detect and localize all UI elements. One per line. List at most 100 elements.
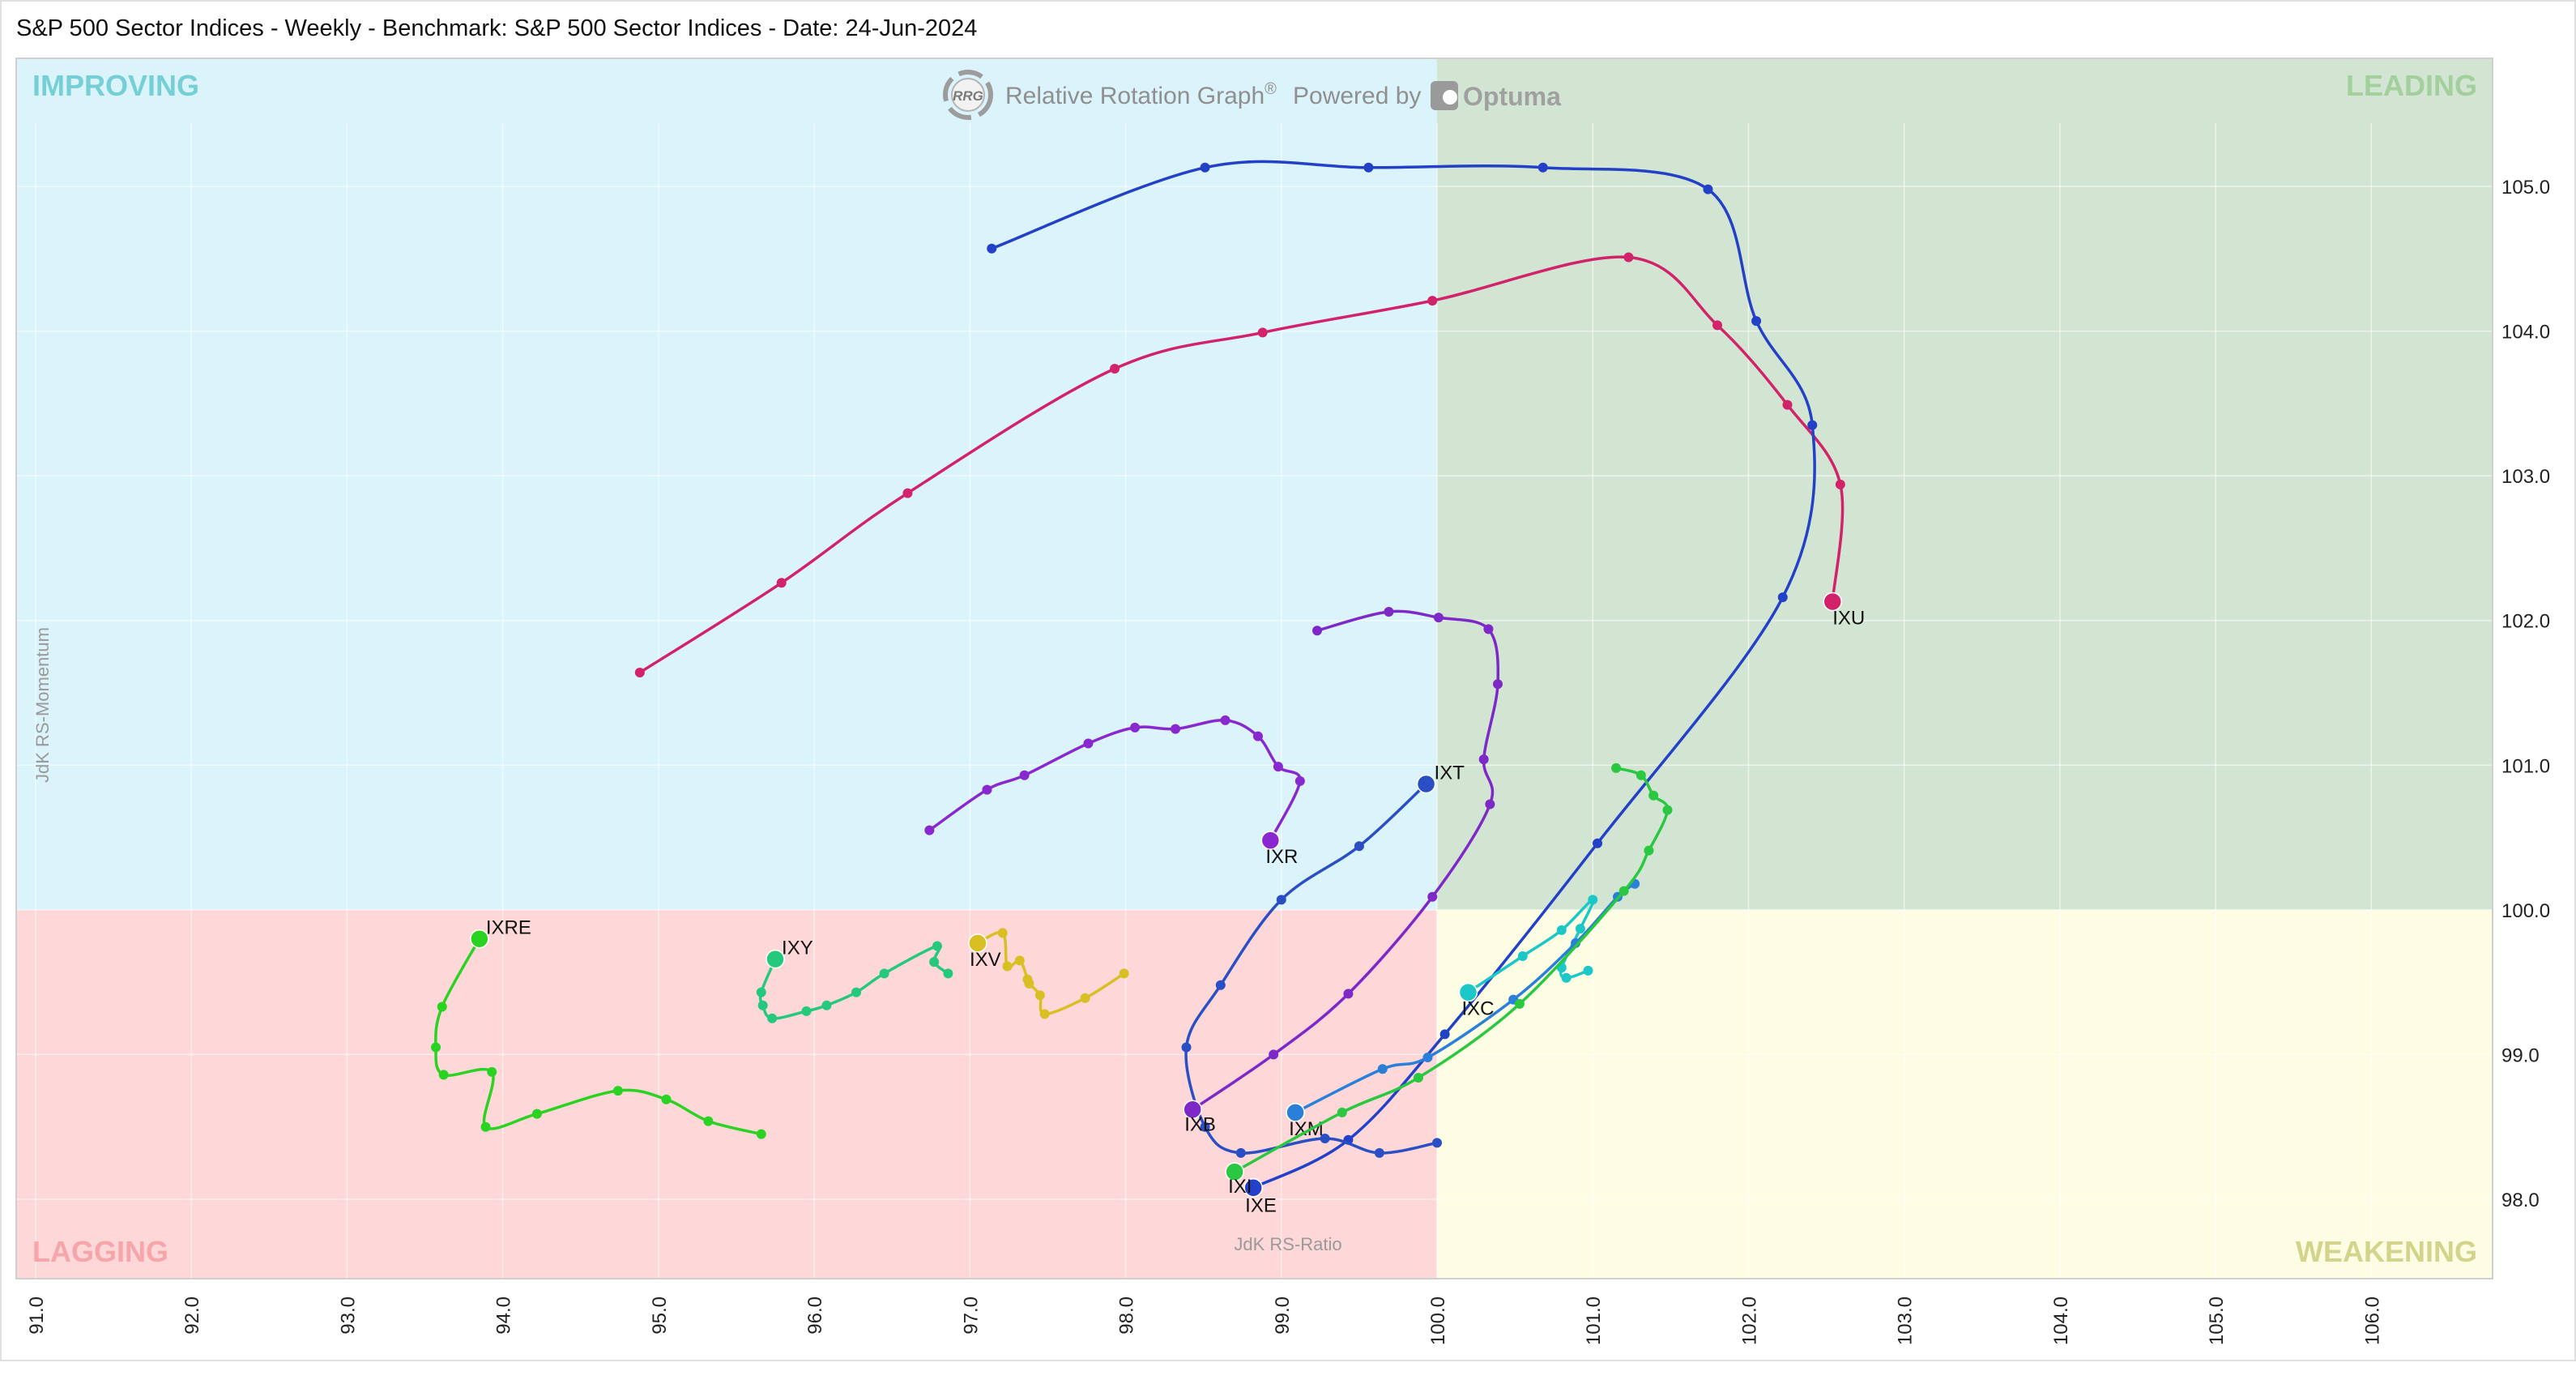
series-point (1130, 722, 1141, 733)
optuma-logo-icon (1431, 81, 1458, 110)
series-point (1636, 770, 1646, 780)
series-point (1320, 1134, 1330, 1143)
rrg-logo-icon: RRG (943, 70, 993, 120)
series-ixt[interactable]: IXT (1181, 762, 1465, 1158)
series-head-point[interactable] (766, 949, 785, 969)
quadrant-weakening (1437, 909, 2493, 1279)
series-head-point[interactable] (1260, 831, 1281, 850)
series-point (1611, 762, 1622, 773)
series-point (1200, 1121, 1210, 1132)
series-point (1422, 1053, 1433, 1062)
series-point (1439, 1029, 1450, 1040)
series-label: IXR (1265, 846, 1298, 868)
series-point (1514, 998, 1525, 1009)
series-point (1252, 731, 1263, 741)
series-label: IXU (1832, 608, 1865, 630)
y-axis-title: JdK RS-Momentum (32, 627, 53, 783)
quadrant-label-weakening: WEAKENING (2296, 1235, 2477, 1268)
series-head-point[interactable] (968, 933, 987, 953)
quadrant-lagging (16, 909, 1437, 1279)
series-point (1623, 252, 1634, 263)
series-point (1171, 724, 1181, 734)
x-tick-label: 98.0 (1116, 1296, 1138, 1335)
series-point (1556, 925, 1567, 935)
quadrant-backgrounds (16, 58, 2493, 1279)
series-point (1110, 364, 1120, 374)
series-point (438, 1070, 449, 1080)
x-axis-ticks: 91.0 92.0 93.0 94.0 95.0 96.0 97.0 98.0 99.0 100.… (26, 1296, 2383, 1345)
series-point (1703, 184, 1713, 194)
series-head-point[interactable] (470, 929, 489, 949)
series-point (1492, 679, 1503, 690)
series-point (1235, 1147, 1246, 1158)
series-point (431, 1042, 441, 1053)
x-tick-label: 99.0 (1272, 1296, 1294, 1335)
series-ixu[interactable]: IXU (634, 252, 1865, 678)
series-ixc[interactable]: IXC (1458, 895, 1598, 1020)
series-point (1022, 974, 1033, 985)
x-tick-label: 105.0 (2206, 1296, 2228, 1345)
y-axis-ticks: 98.0 99.0 100.0 101.0 102.0 103.0 104.0 105.0 (2501, 177, 2550, 1211)
series-point (757, 1000, 768, 1010)
grid-lines (16, 123, 2493, 1279)
series-head-point[interactable] (1225, 1162, 1244, 1181)
series-point (943, 968, 953, 979)
series-point (982, 784, 992, 795)
series-point (703, 1116, 714, 1126)
series-point (1083, 738, 1094, 749)
series-tail-line (1184, 782, 1439, 1155)
series-point (1712, 320, 1722, 331)
series-point (1751, 316, 1762, 327)
series-point (1782, 399, 1793, 410)
x-tick-label: 104.0 (2050, 1296, 2072, 1345)
series-point (1662, 805, 1673, 815)
series-point (801, 1006, 812, 1016)
series-ixr[interactable]: IXR (924, 715, 1305, 868)
series-tail-line (990, 160, 1816, 1190)
x-tick-label: 96.0 (804, 1296, 826, 1335)
rrg-logo-text: RRG (953, 88, 983, 104)
series-point (1343, 989, 1354, 999)
series-point (1427, 296, 1438, 306)
y-tick-label: 105.0 (2501, 177, 2550, 199)
y-tick-label: 99.0 (2501, 1044, 2540, 1066)
series-head-point[interactable] (1416, 774, 1436, 794)
series-point (1807, 420, 1818, 430)
series-point (1039, 1009, 1050, 1019)
series-point (1080, 993, 1090, 1003)
series-point (756, 1129, 766, 1139)
series-point (997, 928, 1008, 938)
series-ixb[interactable]: IXB (1183, 607, 1503, 1135)
x-tick-label: 94.0 (493, 1296, 515, 1335)
series-point (1181, 1042, 1192, 1053)
series-ixv[interactable]: IXV (968, 928, 1129, 1019)
series-point (1644, 845, 1654, 856)
plot-border (15, 58, 2493, 1279)
series-point (1384, 607, 1394, 617)
x-tick-label: 101.0 (1583, 1296, 1605, 1345)
series-label: IXI (1228, 1176, 1252, 1198)
x-tick-label: 91.0 (26, 1296, 48, 1335)
series-head-point[interactable] (1286, 1103, 1305, 1122)
series-head-point[interactable] (1183, 1100, 1202, 1120)
series-point (1583, 965, 1593, 976)
series-head-point[interactable] (1823, 592, 1842, 612)
x-tick-label: 100.0 (1427, 1296, 1449, 1345)
series-ixy[interactable]: IXY (756, 938, 953, 1023)
series-ixi[interactable]: IXI (1225, 762, 1673, 1198)
series-label: IXV (970, 949, 1001, 971)
y-tick-label: 101.0 (2501, 755, 2550, 777)
brand-graph-name: Relative Rotation Graph® (1005, 80, 1277, 109)
series-head-point[interactable] (1458, 982, 1478, 1002)
series-head-point[interactable] (1243, 1177, 1263, 1198)
series-point (1257, 327, 1268, 338)
series-point (1835, 479, 1845, 489)
series-ixre[interactable]: IXRE (431, 917, 766, 1139)
y-tick-label: 100.0 (2501, 900, 2550, 922)
series-point (1002, 961, 1013, 972)
series-point (879, 968, 889, 979)
series-ixe[interactable]: IXE (987, 160, 1818, 1217)
series-label: IXY (782, 938, 813, 959)
series-label: IXB (1184, 1113, 1216, 1135)
